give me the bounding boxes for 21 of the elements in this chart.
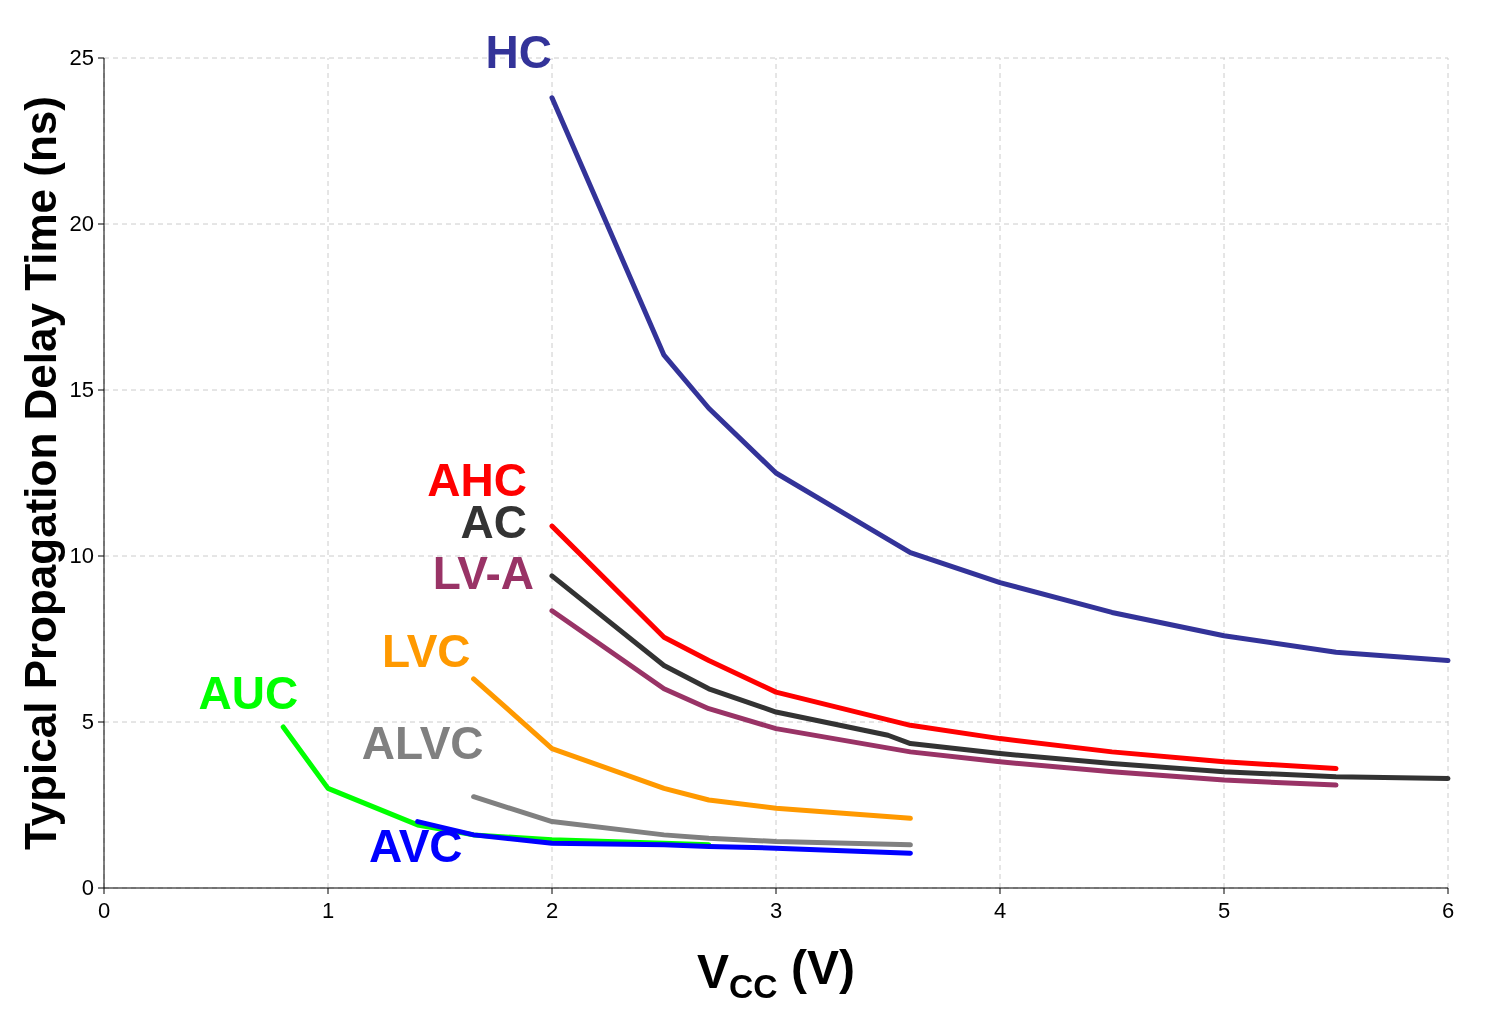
- x-tick-label: 1: [321, 898, 335, 923]
- y-tick-label: 5: [81, 709, 94, 734]
- series-label: ALVC: [361, 716, 484, 769]
- series-label: LV-A: [432, 546, 534, 599]
- y-axis-title: Typical Propagation Delay Time (ns): [16, 96, 65, 850]
- series-label: AUC: [198, 666, 299, 719]
- x-tick-label: 5: [1217, 898, 1231, 923]
- x-tick-label: 6: [1441, 898, 1455, 923]
- y-tick-label: 15: [69, 377, 94, 402]
- x-tick-label: 2: [545, 898, 559, 923]
- y-tick-label: 20: [69, 211, 94, 236]
- y-tick-label: 0: [81, 875, 94, 900]
- y-tick-label: 10: [69, 543, 94, 568]
- x-tick-label: 3: [769, 898, 783, 923]
- x-tick-label: 4: [993, 898, 1007, 923]
- series-label: AVC: [368, 819, 463, 872]
- y-tick-label: 25: [69, 45, 94, 70]
- series-label: HC: [485, 25, 552, 78]
- series-label: LVC: [382, 624, 471, 677]
- x-tick-label: 0: [97, 898, 111, 923]
- x-axis-title: V$_{CC}$ (V): [697, 940, 855, 1006]
